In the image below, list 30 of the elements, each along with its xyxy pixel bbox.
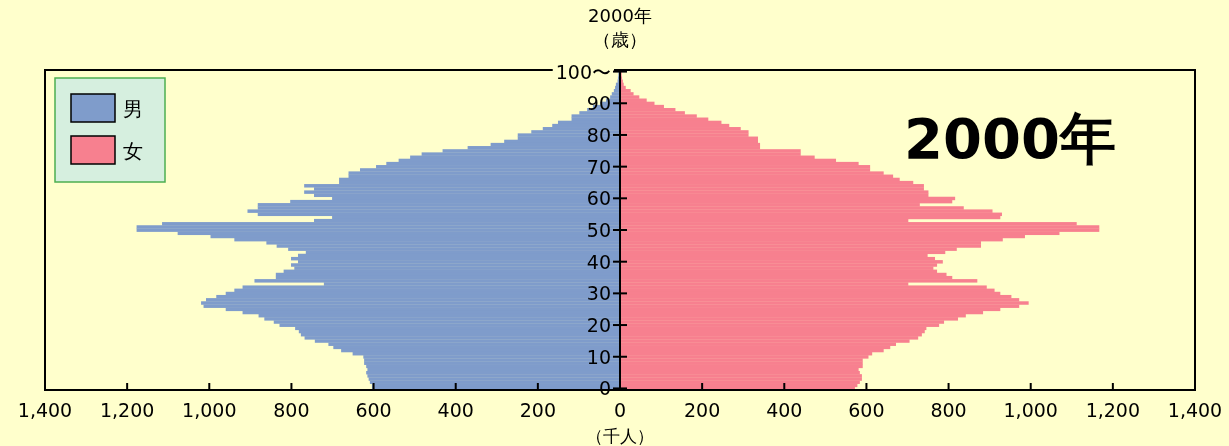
legend-label: 女 [123,139,143,163]
x-tick-label: 600 [355,399,392,421]
x-tick-label: 1,200 [99,399,155,421]
x-tick-label: 600 [848,399,885,421]
legend-label: 男 [123,97,143,121]
x-tick-label: 1,200 [1085,399,1141,421]
y-tick-label: 70 [586,155,611,178]
x-tick-label: 200 [519,399,556,421]
chart-title: 2000年 [588,5,652,26]
y-axis-title: （歳） [593,29,647,50]
x-tick-label: 400 [437,399,474,421]
y-tick-label: 100〜 [555,60,611,83]
x-tick-label: 1,400 [1167,399,1223,421]
x-tick-label: 0 [613,399,627,421]
y-tick-label: 80 [586,123,611,146]
x-axis-title: （千人） [586,426,654,446]
x-tick-label: 800 [930,399,967,421]
x-tick-label: 400 [766,399,803,421]
y-tick-label: 40 [586,250,611,273]
y-tick-label: 20 [586,314,611,337]
y-tick-label: 60 [586,187,611,210]
y-tick-label: 10 [586,345,611,368]
x-tick-label: 800 [273,399,310,421]
annotation: 2000年 [904,106,1116,171]
x-tick-label: 1,000 [182,399,237,421]
x-tick-label: 200 [684,399,721,421]
x-tick-label: 1,400 [17,399,73,421]
y-tick-label: 50 [586,219,611,241]
x-tick-label: 1,000 [1003,399,1058,421]
y-tick-label: 30 [586,282,611,305]
